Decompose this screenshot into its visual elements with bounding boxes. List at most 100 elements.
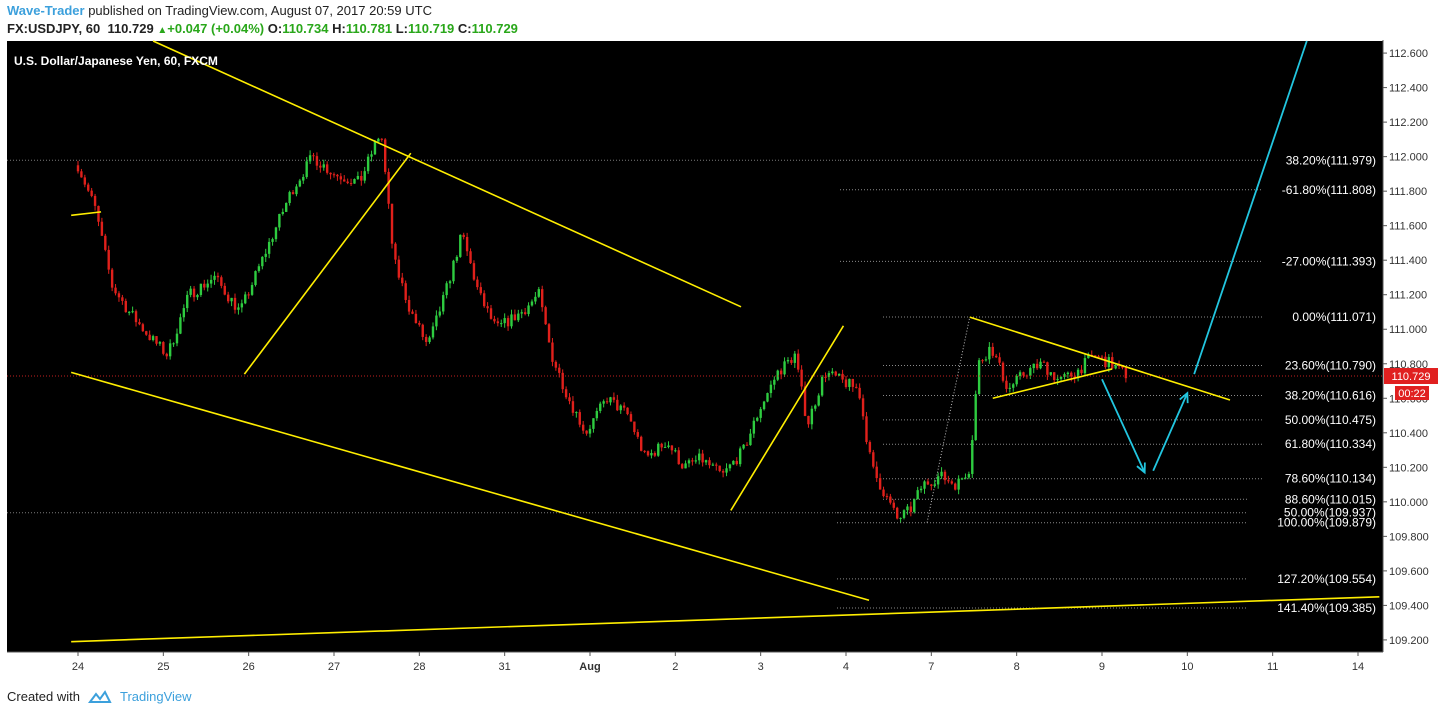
candle-body	[667, 445, 670, 447]
chart-title: U.S. Dollar/Japanese Yen, 60, FXCM	[14, 54, 218, 68]
candle-body	[728, 464, 732, 469]
candle-body	[520, 312, 523, 314]
candle-body	[387, 171, 390, 204]
candle-body	[1012, 384, 1015, 388]
candle-body	[373, 141, 377, 155]
candle-body	[165, 353, 168, 357]
candle-body	[510, 314, 513, 327]
fib-level-label: 50.00%(109.937)	[1284, 506, 1376, 520]
candle-body	[984, 359, 988, 361]
candle-body	[196, 294, 199, 298]
price-tick-label: 109.800	[1389, 531, 1429, 543]
candle-body	[967, 473, 971, 478]
candle-body	[581, 424, 585, 431]
time-axis-background	[0, 652, 1440, 685]
candle-body	[855, 386, 858, 388]
candle-body	[745, 444, 749, 446]
candle-body	[653, 452, 657, 456]
candle-body	[138, 322, 141, 325]
candle-body	[493, 318, 496, 322]
candle-body	[701, 453, 704, 463]
candle-body	[738, 448, 742, 465]
candle-body	[496, 321, 500, 324]
candle-body	[957, 478, 960, 490]
candle-body	[677, 450, 680, 465]
plot-background	[7, 41, 1383, 652]
candle-body	[762, 401, 766, 410]
author-link[interactable]: Wave-Trader	[7, 3, 85, 18]
price-tick-label: 111.600	[1389, 221, 1427, 233]
candle-body	[1035, 363, 1039, 369]
up-arrow-icon: ▲	[157, 25, 168, 36]
candle-body	[1042, 361, 1046, 363]
candle-body	[366, 156, 370, 172]
candle-body	[721, 471, 725, 473]
candle-body	[182, 308, 186, 318]
candle-body	[285, 202, 288, 212]
candle-body	[448, 281, 452, 284]
candle-body	[718, 465, 721, 472]
candle-body	[271, 239, 274, 242]
price-chart[interactable]: 38.20%(111.979) -61.80%(111.808) -27.00%(1…	[0, 40, 1440, 685]
candle-body	[465, 236, 469, 252]
price-tick-label: 110.400	[1389, 428, 1428, 440]
candle-body	[278, 213, 281, 228]
price-tick-label: 112.200	[1389, 117, 1428, 129]
candle-body	[1059, 376, 1063, 379]
candle-body	[882, 489, 885, 497]
fib-anchor-line	[926, 317, 971, 523]
fib-level-label: -61.80%(111.808)	[1282, 183, 1376, 197]
time-tick-label: 7	[928, 661, 934, 673]
candle-body	[834, 371, 837, 376]
candle-body	[414, 313, 418, 324]
candle-body	[950, 481, 954, 484]
candle-body	[220, 277, 223, 286]
candle-body	[612, 397, 616, 400]
fib-level-label: 100.00%(109.879)	[1277, 516, 1376, 530]
candle-body	[592, 418, 595, 429]
candle-body	[1025, 375, 1029, 377]
time-tick-label: 31	[499, 661, 511, 673]
candle-body	[503, 318, 506, 324]
candle-body	[670, 445, 674, 451]
candle-body	[616, 399, 619, 411]
candle-body	[629, 414, 633, 422]
tradingview-link[interactable]: TradingView	[119, 689, 192, 704]
time-tick-label: Aug	[579, 661, 600, 673]
time-tick-label: 14	[1352, 661, 1364, 673]
candle-body	[547, 324, 551, 343]
candle-body	[578, 412, 581, 425]
candle-body	[1001, 362, 1005, 381]
candle-body	[428, 337, 431, 342]
candle-body	[704, 460, 708, 463]
candle-body	[192, 288, 196, 298]
candle-body	[749, 433, 752, 446]
fib-level-label: -27.00%(111.393)	[1282, 254, 1376, 268]
open-value: 110.734	[282, 21, 329, 36]
candle-body	[851, 378, 855, 387]
candle-body	[353, 179, 356, 184]
candle-body	[295, 186, 298, 195]
candle-body	[663, 446, 667, 448]
candle-body	[1066, 372, 1070, 375]
candle-body	[971, 440, 974, 474]
candle-body	[155, 336, 158, 344]
candle-body	[1097, 356, 1100, 358]
candle-body	[766, 393, 769, 402]
candle-body	[943, 471, 947, 481]
candle-body	[588, 428, 592, 434]
candle-body	[179, 317, 182, 334]
candle-body	[919, 488, 923, 491]
candle-body	[1087, 354, 1090, 359]
candle-body	[459, 234, 462, 257]
fib-level-label: 0.00%(111.071)	[1292, 310, 1376, 324]
candle-body	[83, 177, 87, 185]
candle-body	[865, 416, 868, 443]
candle-body	[902, 510, 906, 518]
candle-body	[1080, 369, 1083, 374]
candle-body	[977, 360, 981, 395]
candle-body	[947, 480, 950, 482]
candle-body	[711, 464, 715, 466]
candle-body	[561, 372, 564, 390]
fibonacci-levels: 38.20%(111.979) -61.80%(111.808) -27.00%(1…	[7, 153, 1376, 615]
